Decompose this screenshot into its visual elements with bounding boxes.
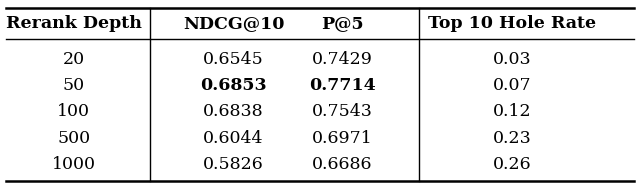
- Text: 0.7543: 0.7543: [312, 103, 373, 120]
- Text: 0.6838: 0.6838: [204, 103, 264, 120]
- Text: 0.23: 0.23: [493, 130, 531, 147]
- Text: 0.6686: 0.6686: [312, 156, 372, 173]
- Text: 0.6545: 0.6545: [204, 51, 264, 68]
- Text: NDCG@10: NDCG@10: [183, 15, 284, 32]
- Text: 0.03: 0.03: [493, 51, 531, 68]
- Text: 0.6044: 0.6044: [204, 130, 264, 147]
- Text: 0.07: 0.07: [493, 77, 531, 94]
- Text: P@5: P@5: [321, 15, 364, 32]
- Text: 0.5826: 0.5826: [204, 156, 264, 173]
- Text: Top 10 Hole Rate: Top 10 Hole Rate: [428, 15, 596, 32]
- Text: 100: 100: [57, 103, 90, 120]
- Text: 50: 50: [63, 77, 84, 94]
- Text: 500: 500: [57, 130, 90, 147]
- Text: 0.7429: 0.7429: [312, 51, 373, 68]
- Text: 1000: 1000: [52, 156, 95, 173]
- Text: 0.6853: 0.6853: [200, 77, 267, 94]
- Text: Rerank Depth: Rerank Depth: [6, 15, 141, 32]
- Text: 0.12: 0.12: [493, 103, 531, 120]
- Text: 0.7714: 0.7714: [309, 77, 376, 94]
- Text: 20: 20: [63, 51, 84, 68]
- Text: 0.26: 0.26: [493, 156, 531, 173]
- Text: 0.6971: 0.6971: [312, 130, 372, 147]
